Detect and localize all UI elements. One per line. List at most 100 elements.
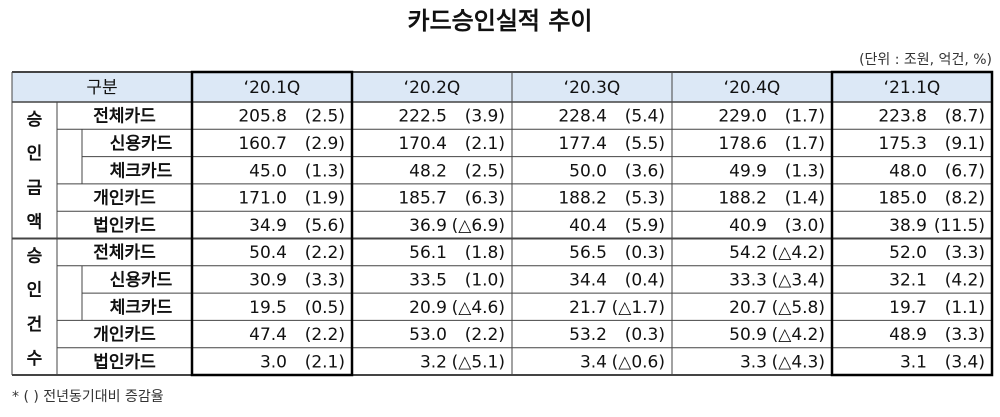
header-cell: ‘20.1Q <box>244 78 301 98</box>
cell-rate: (△6.9) <box>452 216 505 236</box>
cell-value: 20.7 <box>729 298 767 318</box>
cell-value: 19.5 <box>249 298 287 318</box>
cell-rate: (6.3) <box>465 189 505 209</box>
cell-value: 45.0 <box>249 161 287 181</box>
cell-value: 56.1 <box>409 243 447 263</box>
cell-value: 53.2 <box>569 325 607 345</box>
header-cell: ‘20.4Q <box>724 78 781 98</box>
cell-value: 48.0 <box>889 161 927 181</box>
header-cell: ‘20.2Q <box>404 78 461 98</box>
cell-rate: (△4.3) <box>772 352 825 372</box>
cell-rate: (2.5) <box>305 107 345 127</box>
row-label: 법인카드 <box>93 216 156 236</box>
cell-value: 19.7 <box>889 298 927 318</box>
cell-value: 171.0 <box>238 189 287 209</box>
row-label: 신용카드 <box>110 270 173 290</box>
cell-value: 33.3 <box>729 270 767 290</box>
cell-rate: (5.9) <box>625 216 665 236</box>
cell-value: 175.3 <box>878 134 927 154</box>
cell-rate: (2.2) <box>305 243 345 263</box>
cell-rate: (1.3) <box>785 161 825 181</box>
cell-rate: (△5.8) <box>772 298 825 318</box>
cell-rate: (1.4) <box>785 189 825 209</box>
cell-value: 228.4 <box>558 107 607 127</box>
cell-value: 47.4 <box>249 325 287 345</box>
cell-rate: (3.6) <box>625 161 665 181</box>
cell-rate: (3.3) <box>305 270 345 290</box>
cell-rate: (2.9) <box>305 134 345 154</box>
cell-value: 40.4 <box>569 216 607 236</box>
cell-rate: (9.1) <box>945 134 985 154</box>
cell-value: 54.2 <box>729 243 767 263</box>
cell-value: 177.4 <box>558 134 607 154</box>
group-label: 수 <box>27 349 43 369</box>
cell-value: 188.2 <box>718 189 767 209</box>
cell-value: 160.7 <box>238 134 287 154</box>
header-cell: ‘21.1Q <box>884 78 941 98</box>
cell-rate: (1.0) <box>465 270 505 290</box>
cell-value: 3.2 <box>420 352 447 372</box>
cell-value: 229.0 <box>718 107 767 127</box>
cell-rate: (8.7) <box>945 107 985 127</box>
cell-value: 3.4 <box>580 352 607 372</box>
cell-rate: (0.3) <box>625 243 665 263</box>
cell-value: 30.9 <box>249 270 287 290</box>
header-bg <box>12 72 992 102</box>
cell-rate: (2.1) <box>305 352 345 372</box>
row-label: 체크카드 <box>110 161 173 181</box>
cell-rate: (3.4) <box>945 352 985 372</box>
cell-rate: (1.7) <box>785 107 825 127</box>
cell-value: 34.4 <box>569 270 607 290</box>
group-label: 승 <box>27 247 43 267</box>
cell-value: 50.9 <box>729 325 767 345</box>
cell-value: 21.7 <box>569 298 607 318</box>
cell-rate: (1.7) <box>785 134 825 154</box>
cell-rate: (△4.6) <box>452 298 505 318</box>
cell-rate: (△3.4) <box>772 270 825 290</box>
cell-rate: (0.5) <box>305 298 345 318</box>
cell-value: 56.5 <box>569 243 607 263</box>
cell-rate: (3.3) <box>945 325 985 345</box>
cell-rate: (2.2) <box>305 325 345 345</box>
title: 카드승인실적 추이 <box>408 7 593 35</box>
cell-value: 188.2 <box>558 189 607 209</box>
cell-rate: (1.3) <box>305 161 345 181</box>
cell-rate: (5.5) <box>625 134 665 154</box>
group-label: 인 <box>27 144 43 164</box>
highlight-box <box>190 70 354 377</box>
header-cell: ‘20.3Q <box>564 78 621 98</box>
row-label: 신용카드 <box>110 134 173 154</box>
footnote: * ( ) 전년동기대비 증감율 <box>12 389 164 405</box>
cell-rate: (△1.7) <box>612 298 665 318</box>
cell-value: 223.8 <box>878 107 927 127</box>
cell-rate: (2.5) <box>465 161 505 181</box>
cell-value: 170.4 <box>398 134 447 154</box>
cell-value: 178.6 <box>718 134 767 154</box>
cell-value: 52.0 <box>889 243 927 263</box>
group-label: 금 <box>27 178 43 198</box>
cell-rate: (3.9) <box>465 107 505 127</box>
cell-rate: (△0.6) <box>612 352 665 372</box>
cell-value: 205.8 <box>238 107 287 127</box>
cell-value: 53.0 <box>409 325 447 345</box>
cell-rate: (3.3) <box>945 243 985 263</box>
cell-value: 20.9 <box>409 298 447 318</box>
cell-value: 222.5 <box>398 107 447 127</box>
group-label: 건 <box>27 315 43 335</box>
cell-value: 40.9 <box>729 216 767 236</box>
cell-rate: (0.4) <box>625 270 665 290</box>
cell-rate: (8.2) <box>945 189 985 209</box>
cell-value: 48.9 <box>889 325 927 345</box>
group-label: 인 <box>27 281 43 301</box>
highlight-box <box>830 70 994 377</box>
cell-value: 48.2 <box>409 161 447 181</box>
cell-value: 33.5 <box>409 270 447 290</box>
cell-rate: (2.1) <box>465 134 505 154</box>
cell-rate: (△4.2) <box>772 243 825 263</box>
row-label: 체크카드 <box>110 298 173 318</box>
cell-value: 185.7 <box>398 189 447 209</box>
group-label: 액 <box>27 212 43 232</box>
group-label: 승 <box>27 110 43 130</box>
cell-value: 3.1 <box>900 352 927 372</box>
cell-rate: (4.2) <box>945 270 985 290</box>
